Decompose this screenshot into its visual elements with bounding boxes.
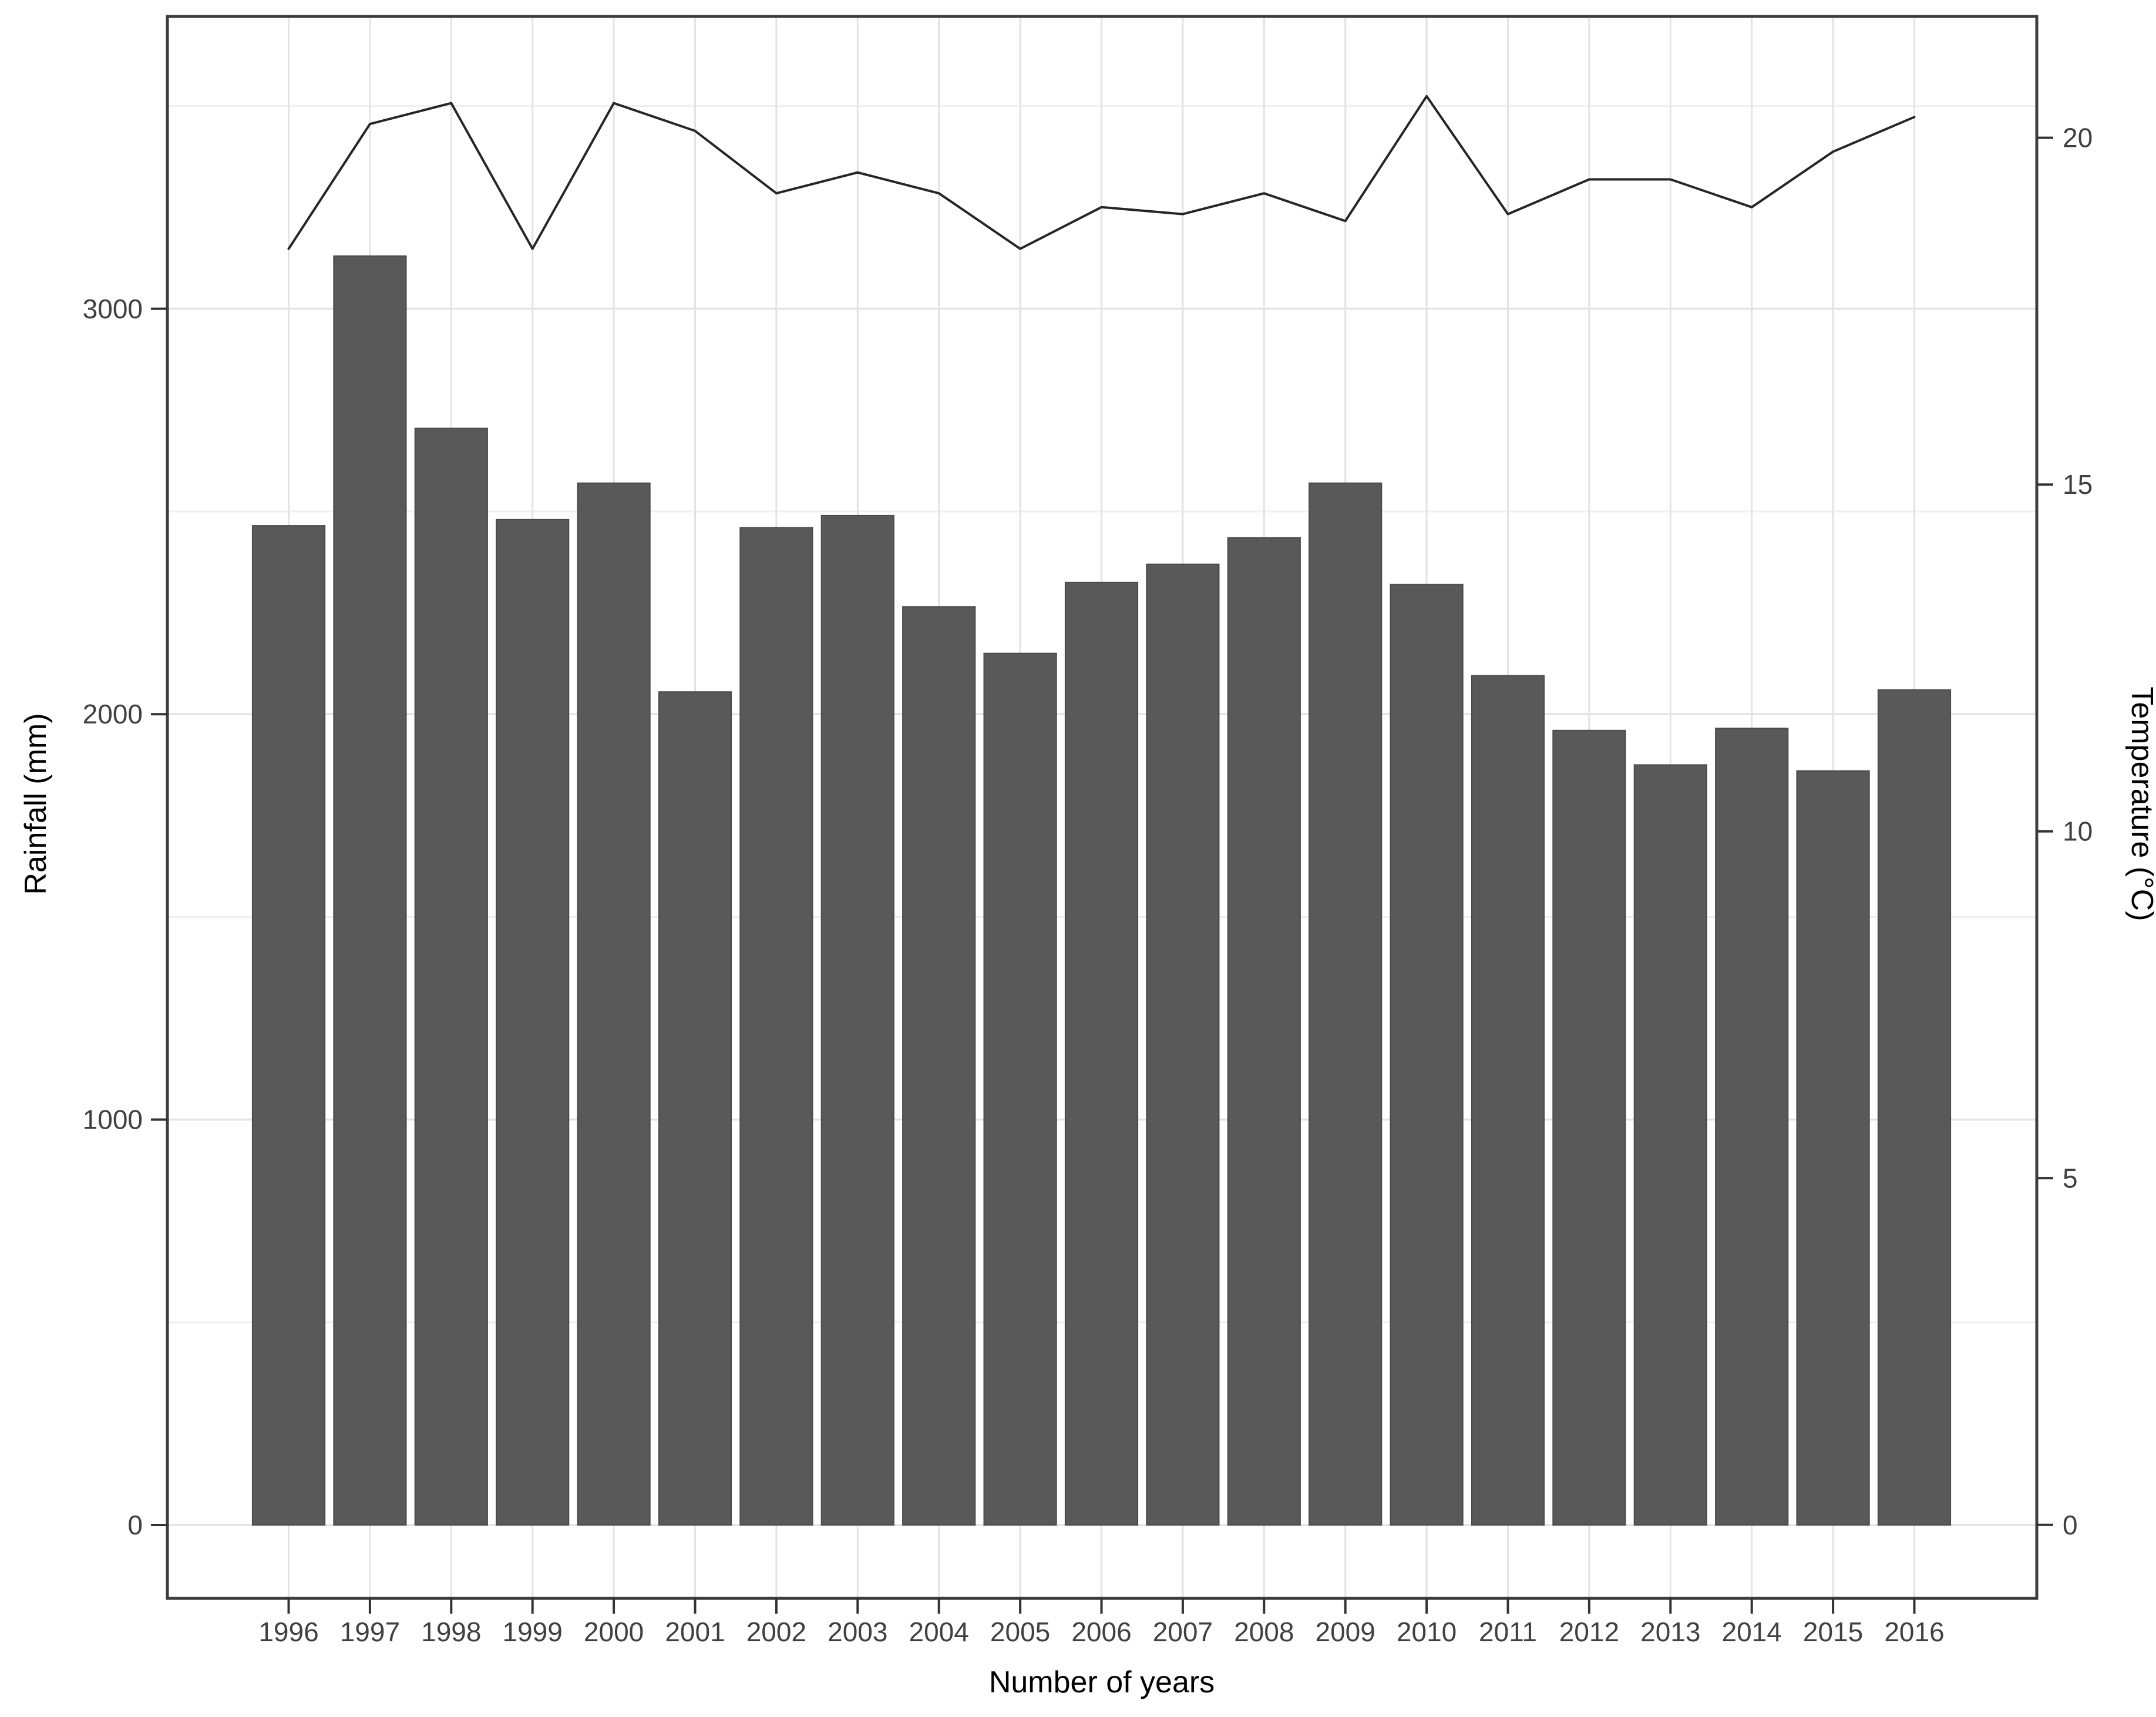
bar-2008: [1227, 537, 1301, 1526]
bar-2013: [1633, 764, 1707, 1526]
x-tick-label-1996: 1996: [258, 1617, 318, 1647]
x-tick-label-2013: 2013: [1640, 1617, 1700, 1647]
x-tick-label-2005: 2005: [990, 1617, 1050, 1647]
left-tick-label: 3000: [83, 294, 143, 324]
bar-1997: [333, 255, 407, 1526]
bar-2015: [1796, 770, 1870, 1526]
x-tick-label-2003: 2003: [828, 1617, 887, 1647]
left-axis-tick-labels: 0 1000 2000 3000: [83, 294, 143, 1540]
right-tick-label: 10: [2063, 816, 2093, 847]
x-tick-label-2010: 2010: [1397, 1617, 1457, 1647]
temperature-line: [287, 95, 1916, 250]
x-tick-label-1998: 1998: [421, 1617, 481, 1647]
bar-2010: [1390, 584, 1464, 1526]
right-axis-tick-labels: 0 5 10 15 20: [2063, 123, 2093, 1540]
x-tick-label-2006: 2006: [1071, 1617, 1131, 1647]
right-tick-label: 15: [2063, 469, 2093, 500]
x-tick-label-2008: 2008: [1234, 1617, 1294, 1647]
right-tick-label: 5: [2063, 1163, 2078, 1193]
axis-tick-marks: [151, 136, 2053, 1614]
bar-2002: [739, 527, 813, 1526]
x-tick-label-2015: 2015: [1803, 1617, 1863, 1647]
x-axis-title: Number of years: [989, 1665, 1215, 1699]
bar-1996: [251, 525, 326, 1526]
x-tick-label-2007: 2007: [1153, 1617, 1213, 1647]
x-tick-label-1997: 1997: [340, 1617, 400, 1647]
right-tick-label: 0: [2063, 1510, 2078, 1540]
bar-1998: [414, 427, 488, 1526]
bar-1999: [496, 519, 570, 1526]
x-tick-label-2002: 2002: [746, 1617, 806, 1647]
x-tick-label-1999: 1999: [503, 1617, 563, 1647]
bar-2011: [1471, 675, 1545, 1526]
x-tick-label-2000: 2000: [584, 1617, 644, 1647]
x-tick-label-2012: 2012: [1559, 1617, 1619, 1647]
right-tick-label: 20: [2063, 123, 2093, 153]
bar-2000: [577, 482, 651, 1526]
x-tick-label-2011: 2011: [1479, 1617, 1537, 1647]
x-tick-label-2001: 2001: [665, 1617, 725, 1647]
left-tick-label: 0: [127, 1510, 143, 1540]
bar-2004: [902, 606, 976, 1526]
left-tick-label: 2000: [83, 699, 143, 729]
y-axis-title-left: Rainfall (mm): [19, 713, 53, 894]
bar-2016: [1877, 689, 1952, 1526]
bar-2003: [820, 514, 894, 1526]
x-tick-label-2009: 2009: [1316, 1617, 1375, 1647]
bar-2005: [983, 652, 1057, 1526]
bar-2012: [1552, 729, 1626, 1526]
bar-2006: [1064, 581, 1139, 1526]
bar-2009: [1309, 482, 1383, 1526]
x-tick-label-2016: 2016: [1884, 1617, 1944, 1647]
bar-2001: [658, 691, 732, 1526]
rainfall-bars: [251, 255, 1952, 1526]
x-tick-label-2004: 2004: [909, 1617, 969, 1647]
x-axis-tick-labels: 1996 1997 1998 1999 2000 2001 2002 2003 2004 2005…: [258, 1617, 1944, 1647]
x-tick-label-2014: 2014: [1722, 1617, 1782, 1647]
bar-2014: [1715, 728, 1789, 1526]
bar-2007: [1146, 563, 1220, 1526]
y-axis-title-right: Temperature (°C): [2125, 686, 2156, 921]
left-tick-label: 1000: [83, 1105, 143, 1135]
